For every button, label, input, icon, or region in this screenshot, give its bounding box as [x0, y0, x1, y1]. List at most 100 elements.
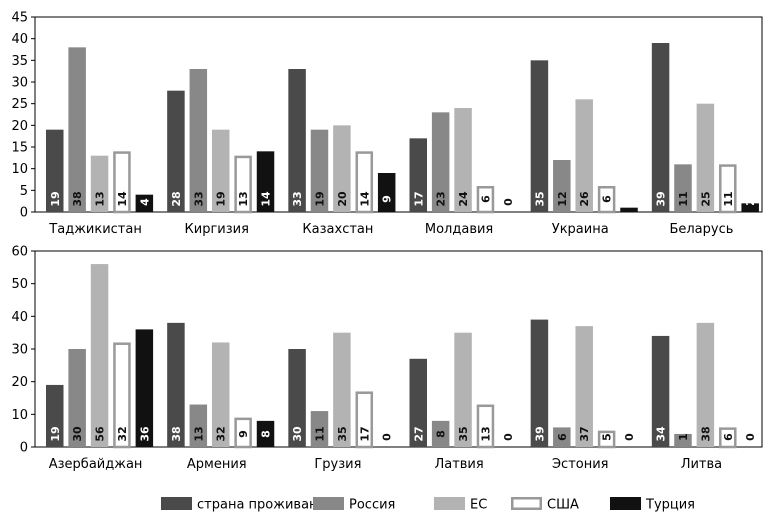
- y-tick-label: 20: [11, 375, 28, 390]
- data-label-5-4: 0: [502, 198, 515, 206]
- category-label-2: Киргизия: [185, 222, 249, 237]
- bar-2-1: [68, 349, 86, 447]
- data-label-2-2: 33: [192, 191, 205, 206]
- bar-4-4: [476, 404, 495, 449]
- bar-3-3: [333, 332, 351, 447]
- data-label-5-2: 8: [260, 430, 273, 438]
- bar-5-3: [377, 173, 396, 212]
- bar-1-3: [288, 69, 306, 212]
- legend-swatch-4: [511, 497, 542, 510]
- y-tick-label: 50: [11, 277, 28, 292]
- category-label-3: Грузия: [314, 457, 361, 472]
- y-tick-label: 35: [11, 54, 28, 69]
- bar-3-6: [696, 322, 715, 447]
- data-label-1-2: 28: [170, 191, 183, 206]
- category-label-6: Литва: [681, 457, 722, 472]
- bar-2-4: [431, 420, 450, 447]
- data-label-2-1: 38: [71, 191, 84, 206]
- bar-1-1: [46, 384, 64, 447]
- y-tick-label: 10: [11, 408, 28, 423]
- y-tick-label: 20: [11, 119, 28, 134]
- data-label-2-2: 13: [192, 426, 205, 441]
- data-label-3-3: 35: [336, 426, 349, 441]
- bar-4-1: [113, 342, 131, 449]
- data-label-5-5: 0: [623, 433, 636, 441]
- data-label-4-1: 32: [116, 426, 129, 441]
- data-label-2-3: 19: [313, 191, 326, 206]
- legend-swatch-5: [610, 497, 641, 510]
- data-label-5-5: 1: [623, 198, 636, 206]
- bar-5-2: [256, 151, 275, 212]
- data-label-3-5: 26: [578, 191, 591, 207]
- data-label-2-6: 11: [677, 191, 690, 206]
- bar-1-5: [530, 60, 549, 213]
- data-label-4-5: 5: [601, 433, 614, 441]
- bar-3-3: [333, 125, 351, 212]
- data-label-4-3: 14: [358, 191, 371, 207]
- legend-swatch-1: [161, 497, 192, 510]
- category-label-1: Таджикистан: [48, 222, 142, 237]
- bar-3-5: [575, 326, 593, 447]
- data-label-4-5: 6: [601, 195, 614, 203]
- y-tick-label: 60: [11, 245, 28, 260]
- bar-3-4: [454, 108, 472, 212]
- bar-2-6: [674, 433, 692, 447]
- bar-2-3: [310, 411, 329, 447]
- bar-2-1: [68, 47, 86, 213]
- data-label-1-4: 27: [412, 426, 425, 441]
- bar-1-3: [288, 349, 306, 447]
- data-label-3-1: 56: [94, 426, 107, 442]
- data-label-3-4: 24: [457, 191, 470, 207]
- data-label-1-5: 39: [533, 426, 546, 441]
- y-tick-label: 45: [11, 11, 28, 26]
- data-label-4-6: 11: [722, 191, 735, 206]
- plot-frame: [34, 16, 763, 213]
- data-label-4-4: 6: [479, 195, 492, 203]
- bar-1-5: [530, 319, 549, 447]
- y-tick-label: 0: [20, 206, 28, 221]
- data-label-1-6: 39: [655, 191, 668, 206]
- bar-5-1: [135, 194, 154, 212]
- bar-2-6: [674, 164, 692, 212]
- y-tick-label: 25: [11, 97, 28, 112]
- category-label-2: Армения: [187, 457, 247, 472]
- bar-1-2: [167, 90, 185, 212]
- data-label-3-6: 38: [699, 426, 712, 441]
- legend-label-3: ЕС: [470, 498, 487, 513]
- legend-label-5: Турция: [645, 498, 695, 513]
- category-label-3: Казахстан: [302, 222, 373, 237]
- data-label-4-2: 9: [237, 430, 250, 438]
- bar-3-6: [696, 103, 715, 212]
- bar-2-5: [553, 160, 571, 212]
- data-label-1-4: 17: [412, 191, 425, 206]
- data-label-2-4: 8: [435, 430, 448, 438]
- data-label-5-3: 9: [381, 195, 394, 203]
- bar-1-6: [651, 43, 670, 212]
- bar-4-6: [719, 427, 737, 449]
- legend-label-4: США: [547, 498, 579, 513]
- data-label-5-2: 14: [260, 191, 273, 207]
- data-label-4-1: 14: [116, 191, 129, 207]
- data-label-3-6: 25: [699, 191, 712, 206]
- bar-4-2: [234, 155, 252, 214]
- bar-1-6: [651, 335, 670, 447]
- legend-label-1: страна проживания: [197, 498, 334, 513]
- data-label-4-4: 13: [479, 426, 492, 441]
- bar-3-2: [211, 129, 230, 212]
- bar-4-4: [476, 186, 495, 214]
- bar-5-6: [741, 203, 759, 212]
- data-label-2-1: 30: [71, 426, 84, 442]
- legend-swatch-2: [313, 497, 344, 510]
- bar-1-1: [46, 129, 64, 212]
- bar-4-3: [355, 391, 374, 449]
- y-tick-label: 30: [11, 343, 28, 358]
- y-tick-label: 40: [11, 32, 28, 47]
- bar-4-3: [355, 151, 374, 214]
- data-label-2-5: 6: [556, 433, 569, 441]
- data-label-3-4: 35: [457, 426, 470, 441]
- data-label-2-3: 11: [313, 426, 326, 441]
- category-label-6: Беларусь: [669, 222, 733, 237]
- legend-swatch-3: [434, 497, 465, 510]
